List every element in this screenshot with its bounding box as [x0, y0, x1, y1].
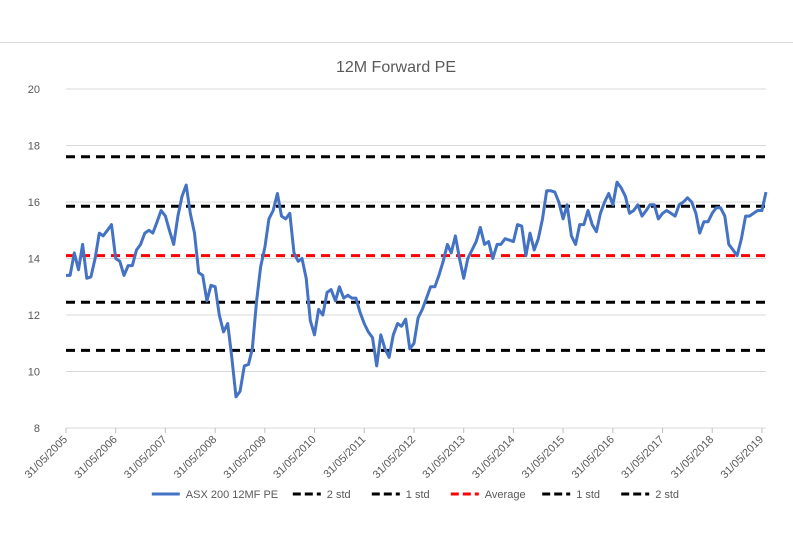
series-line-asx200: [66, 180, 768, 399]
x-tick-label: 31/05/2010: [271, 434, 318, 481]
top-border: [0, 42, 793, 43]
x-tick-label: 31/05/2005: [23, 434, 70, 481]
x-tick-label: 31/05/2009: [222, 434, 269, 481]
chart-title: 12M Forward PE: [336, 59, 456, 76]
y-tick-label: 14: [28, 254, 40, 266]
x-tick-label: 31/05/2011: [321, 434, 368, 481]
x-tick-label: 31/05/2016: [570, 434, 617, 481]
legend-label: ASX 200 12MF PE: [186, 489, 278, 501]
y-tick-label: 12: [28, 310, 40, 322]
legend-label: 1 std: [406, 489, 430, 501]
x-tick-label: 31/05/2007: [122, 434, 169, 481]
x-axis: 31/05/2005 31/05/2006 31/05/2007 31/05/2008…: [23, 428, 766, 481]
x-tick-label: 31/05/2015: [520, 434, 567, 481]
x-tick-label: 31/05/2019: [719, 434, 766, 481]
x-tick-label: 31/05/2018: [669, 434, 716, 481]
y-axis: 8 10 12 14 16 18 20: [28, 84, 40, 435]
data-series: [66, 180, 768, 399]
y-tick-label: 16: [28, 197, 40, 209]
x-tick-label: 31/05/2006: [72, 434, 119, 481]
reference-lines: [66, 155, 766, 352]
legend-label: 2 std: [327, 489, 351, 501]
x-tick-label: 31/05/2014: [470, 434, 517, 481]
legend-label: 1 std: [576, 489, 600, 501]
y-tick-label: 10: [28, 367, 40, 379]
legend: ASX 200 12MF PE 2 std 1 std Average 1 std 2 s…: [151, 489, 679, 501]
x-tick-label: 31/05/2012: [371, 434, 418, 481]
legend-label: 2 std: [655, 489, 679, 501]
x-tick-label: 31/05/2008: [172, 434, 219, 481]
y-tick-label: 18: [28, 141, 40, 153]
x-tick-label: 31/05/2013: [420, 434, 467, 481]
y-tick-label: 8: [34, 423, 40, 435]
gridlines: [66, 88, 766, 429]
y-tick-label: 20: [28, 84, 40, 96]
x-tick-label: 31/05/2017: [619, 434, 666, 481]
legend-label: Average: [485, 489, 526, 501]
